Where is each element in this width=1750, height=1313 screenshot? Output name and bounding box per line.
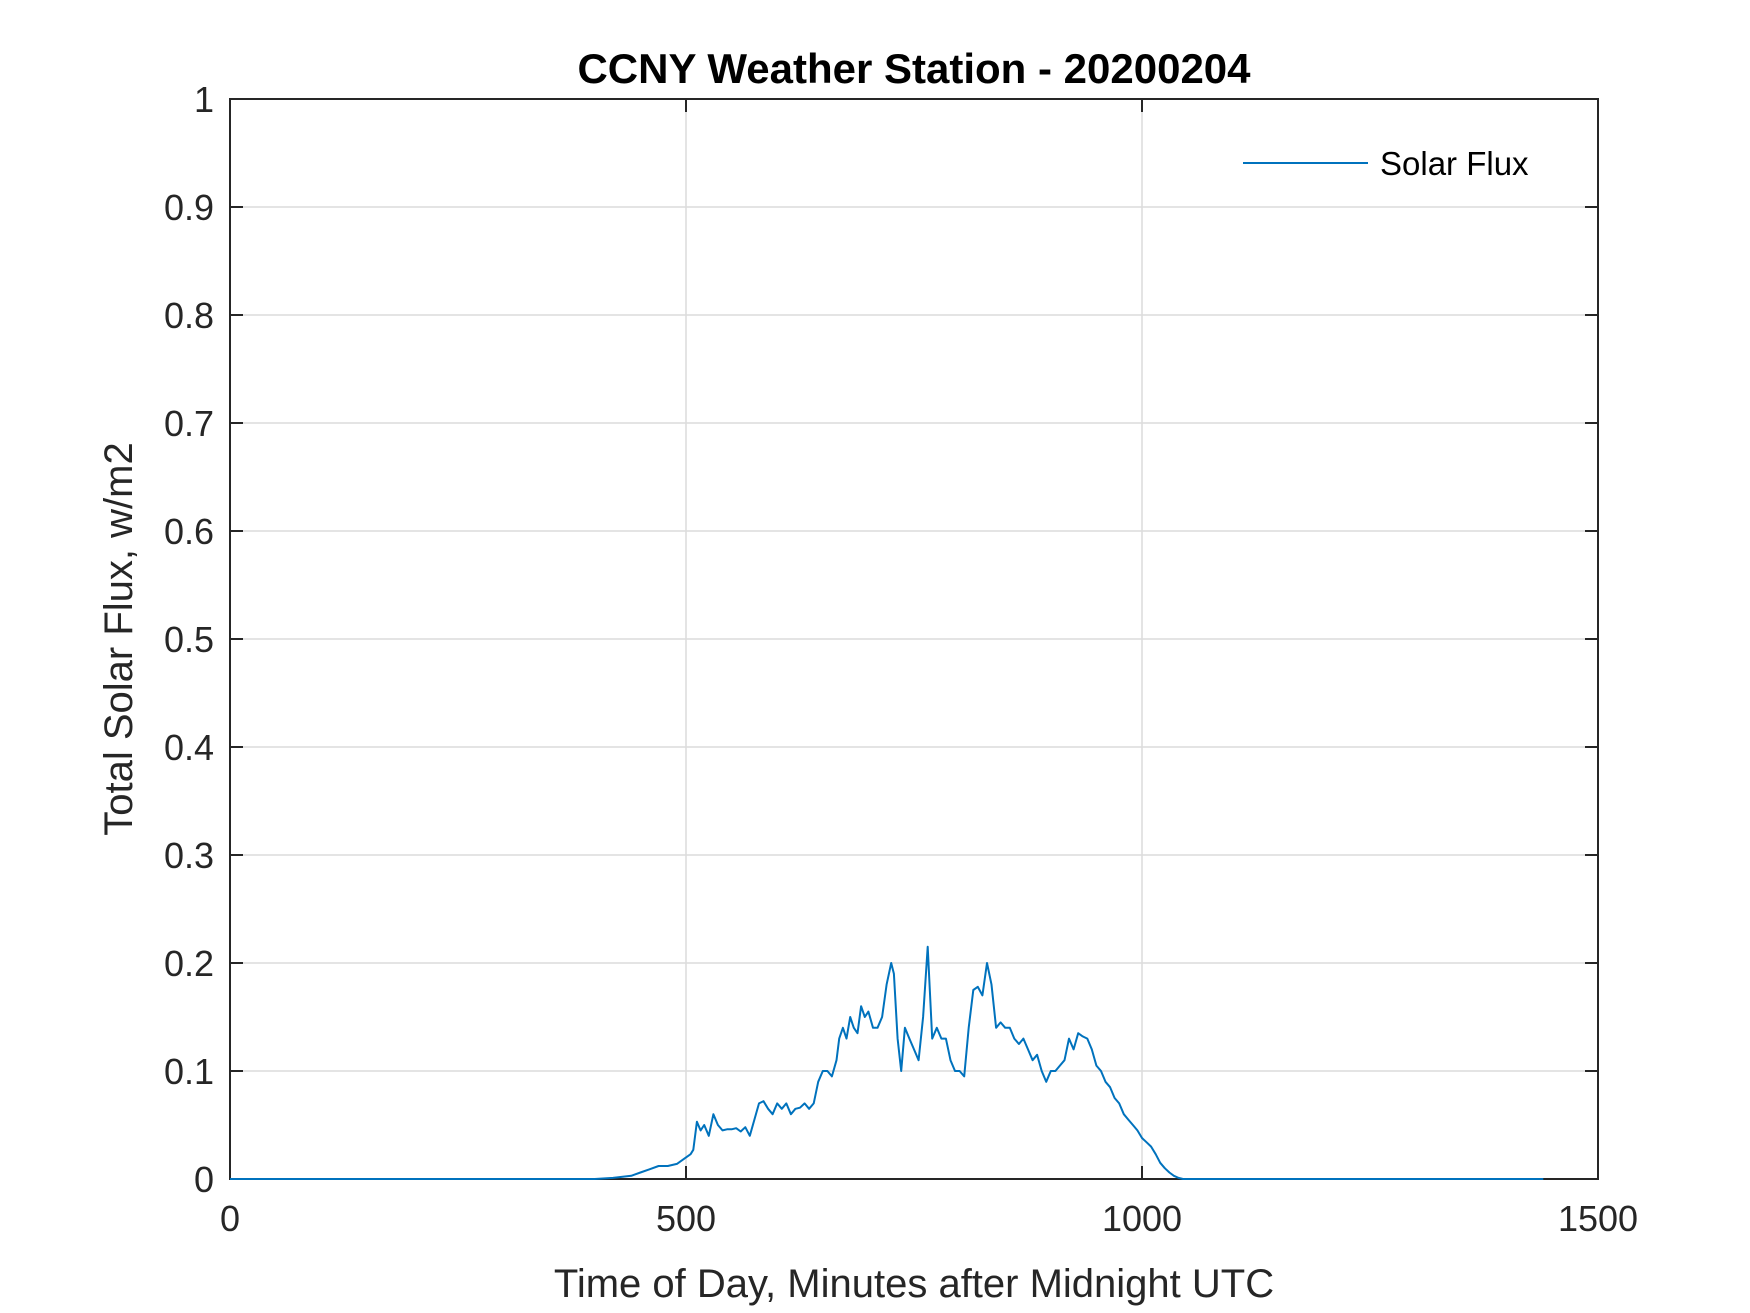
y-tick-label: 0.9 [164,187,214,228]
y-tick-label: 1 [194,79,214,120]
legend: Solar Flux [1243,145,1529,182]
y-tick-labels: 0 0.1 0.2 0.3 0.4 0.5 0.6 0.7 0.8 0.9 1 [164,79,214,1200]
chart-title: CCNY Weather Station - 20200204 [577,45,1251,92]
y-tick-label: 0.5 [164,619,214,660]
y-tick-label: 0.1 [164,1051,214,1092]
series-lines [230,945,1544,1180]
x-axis-label: Time of Day, Minutes after Midnight UTC [554,1262,1274,1306]
grid-lines [230,99,1598,1179]
y-tick-label: 0.6 [164,511,214,552]
y-tick-label: 0.4 [164,727,214,768]
y-tick-label: 0.3 [164,835,214,876]
y-tick-label: 0.7 [164,403,214,444]
series-line-solar-flux [230,945,1544,1180]
y-tick-label: 0.2 [164,943,214,984]
x-tick-label: 500 [656,1198,716,1239]
legend-label-solar-flux: Solar Flux [1380,145,1529,182]
y-axis-label: Total Solar Flux, w/m2 [97,442,141,835]
x-tick-label: 1500 [1558,1198,1638,1239]
tick-marks [229,98,1599,1180]
y-tick-label: 0 [194,1159,214,1200]
y-tick-label: 0.8 [164,295,214,336]
x-tick-labels: 0 500 1000 1500 [220,1198,1638,1239]
x-tick-label: 1000 [1102,1198,1182,1239]
x-tick-label: 0 [220,1198,240,1239]
